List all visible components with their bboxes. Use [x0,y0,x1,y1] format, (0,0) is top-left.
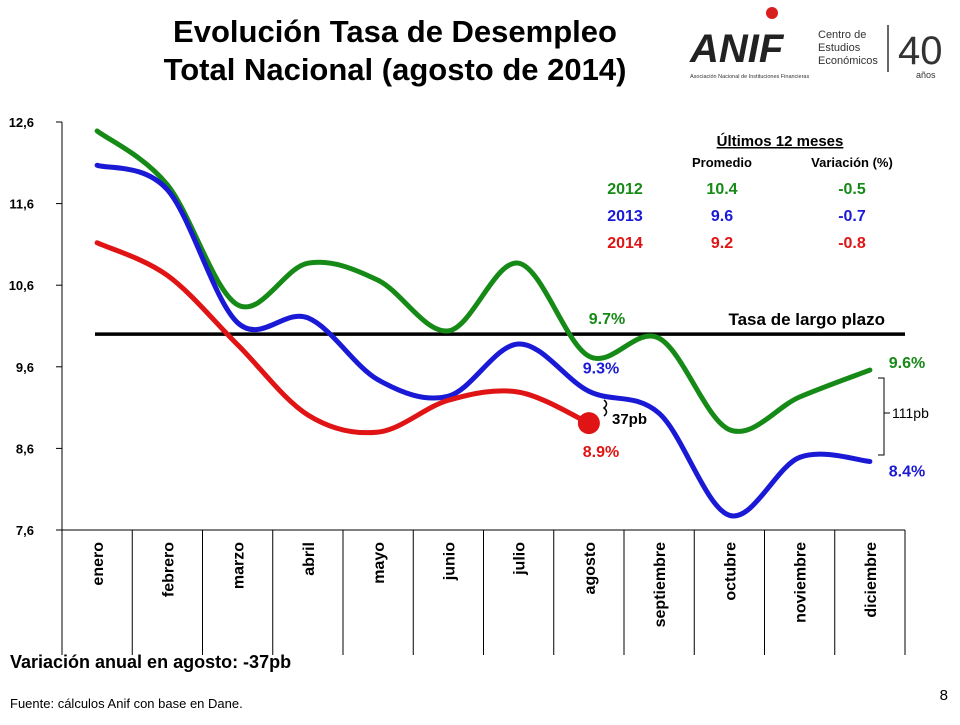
x-tick-label: agosto [582,542,599,595]
x-tick-label: febrero [160,542,177,597]
table-cell: 10.4 [706,181,737,198]
table-cell: -0.5 [838,181,866,198]
table-header: Variación (%) [811,155,893,170]
logo-center: Estudios [818,42,861,54]
series-line [94,128,873,434]
bracket [602,399,608,417]
table-header: Promedio [692,155,752,170]
table-cell: 2013 [607,208,643,225]
bracket [878,377,890,456]
logo-center: Centro de [818,29,866,41]
data-label: 9.3% [583,360,619,377]
y-tick-label: 12,6 [9,115,34,130]
logo-years: años [916,70,936,80]
logo-dot [766,7,778,19]
title-line: Total Nacional (agosto de 2014) [164,52,627,87]
logo-center: Económicos [818,55,878,67]
x-tick-label: junio [441,542,458,581]
series-line [94,162,873,519]
table-cell: 2014 [607,235,643,252]
logo-brand-sub: Asociación Nacional de Instituciones Fin… [690,74,809,80]
y-tick-label: 7,6 [16,523,34,538]
x-tick-label: septiembre [652,542,669,627]
table-title: Últimos 12 meses [717,132,844,150]
table-cell: 9.2 [711,235,733,252]
x-tick-label: abril [301,542,318,576]
x-tick-label: noviembre [793,542,810,623]
title-line: Evolución Tasa de Desempleo [173,14,617,49]
point-marker [577,412,600,435]
y-tick-label: 8,6 [16,441,34,456]
y-tick-label: 10,6 [9,278,34,293]
table-cell: -0.7 [838,208,866,225]
page-number: 8 [940,687,948,704]
annotation: 37pb [612,411,647,428]
x-tick-label: diciembre [863,542,880,618]
x-tick-label: mayo [371,542,388,584]
table-cell: 2012 [607,181,643,198]
x-tick-label: enero [90,542,107,586]
y-tick-label: 9,6 [16,360,34,375]
logo-brand: ANIF [689,27,785,71]
x-tick-label: octubre [722,542,739,601]
source: Fuente: cálculos Anif con base en Dane. [10,696,243,711]
table-cell: 9.6 [711,208,733,225]
reference-label: Tasa de largo plazo [728,310,885,329]
table: Últimos 12 meses Promedio Variación (%) [692,132,893,170]
data-label: 8.9% [583,444,619,461]
data-label: 8.4% [889,463,925,480]
x-tick-label: marzo [231,542,248,589]
data-label: 9.6% [889,355,925,372]
data-label: 9.7% [589,311,625,328]
subtitle: Variación anual en agosto: -37pb [10,652,291,672]
logo: ANIF Asociación Nacional de Institucione… [689,7,943,80]
logo-anniversary: 40 [898,29,943,73]
y-tick-label: 11,6 [9,197,34,212]
series-line [94,240,592,436]
x-tick-label: julio [512,542,529,576]
annotation: 111pb [892,405,929,421]
table-cell: -0.8 [838,235,866,252]
